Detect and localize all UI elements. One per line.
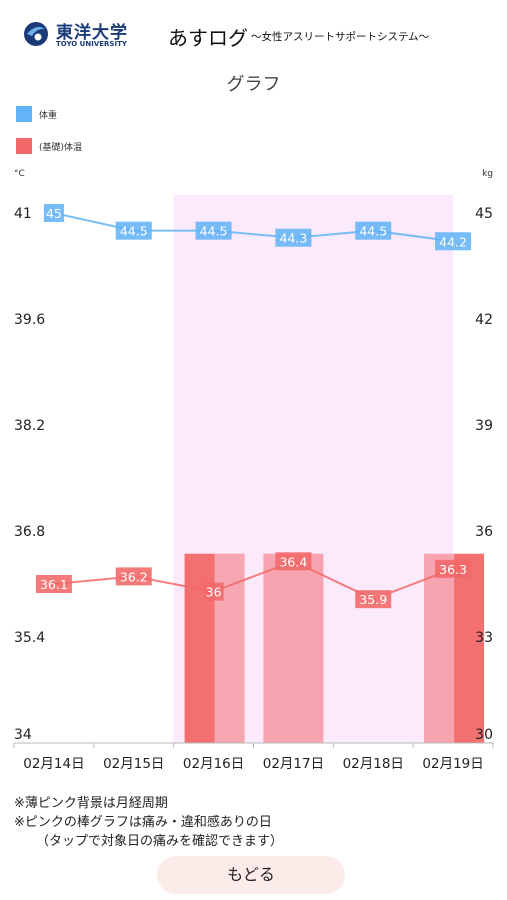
legend-weight-label: 体重 [39,111,58,121]
left-tick-label: 38.2 [14,418,45,434]
left-tick-label: 34 [14,727,32,743]
right-tick-label: 30 [475,727,493,743]
note-tap-hint: （タップで対象日の痛みを確認できます） [36,834,284,849]
left-tick-label: 39.6 [14,312,45,328]
data-point-label: 35.9 [359,592,387,607]
data-point-label: 36 [206,585,222,600]
logo-name: 東洋大学 [56,23,128,43]
left-axis-unit: °C [14,169,25,179]
legend-temp-swatch [16,138,32,154]
app-header: 東洋大学 TOYO UNIVERSITY あすログ 〜女性アスリートサポートシス… [0,0,507,62]
data-point-label: 44.5 [359,224,387,239]
back-button[interactable]: もどる [157,856,345,894]
x-tick-label: 02月15日 [103,756,164,772]
data-point-label-bg[interactable] [115,221,152,240]
data-point-label-bg[interactable] [275,228,312,247]
data-point-label: 36.2 [120,569,148,584]
app-subtitle: 〜女性アスリートサポートシステム〜 [251,31,430,43]
data-point-label-bg[interactable] [115,567,152,586]
university-emblem-icon [24,22,48,46]
left-tick-label: 36.8 [14,524,45,540]
data-point-label: 44.5 [120,224,148,239]
right-tick-label: 39 [475,418,493,434]
right-tick-label: 33 [475,630,493,646]
data-point-label-bg[interactable] [275,552,312,571]
right-tick-label: 45 [475,206,493,222]
data-point-label-bg[interactable] [355,590,392,609]
data-point-label: 36.4 [279,554,307,569]
x-tick-label: 02月17日 [263,756,324,772]
x-tick-label: 02月14日 [23,756,84,772]
data-point-label: 36.1 [40,577,68,592]
note-pain: ※ピンクの棒グラフは痛み・違和感ありの日 [14,815,272,830]
pain-bar[interactable] [184,553,215,743]
data-point-label: 36.3 [439,562,467,577]
weight-temperature-chart[interactable]: 02月14日 02月15日 02月16日 02月17日 02月18日 02月19日 °C kg… [0,160,507,780]
data-point-label-bg[interactable] [35,575,72,593]
right-tick-label: 42 [475,312,493,328]
note-menstrual: ※薄ピンク背景は月経周期 [14,796,168,811]
legend-weight-swatch [16,106,32,122]
page-title: グラフ [226,74,281,95]
x-tick-label: 02月16日 [183,756,244,772]
app-title: あすログ [168,26,248,50]
data-point-label: 44.2 [439,234,467,249]
university-logo: 東洋大学 TOYO UNIVERSITY [22,18,132,52]
data-point-label: 44.3 [279,231,307,246]
data-point-label: 45 [46,206,62,221]
pain-bar[interactable] [424,553,455,743]
logo-sub: TOYO UNIVERSITY [56,40,127,48]
data-point-label-bg[interactable] [203,582,224,601]
x-tick-label: 02月19日 [422,756,483,772]
data-point-label-bg[interactable] [435,559,472,578]
left-tick-label: 41 [14,206,32,222]
data-point-label-bg[interactable] [43,204,64,222]
data-point-label-bg[interactable] [435,232,472,251]
data-point-label-bg[interactable] [355,221,392,240]
pain-bar[interactable] [454,553,485,743]
right-axis-unit: kg [482,169,493,179]
data-point-label-bg[interactable] [195,221,232,240]
right-tick-label: 36 [475,524,493,540]
left-tick-label: 35.4 [14,630,45,646]
pain-bar[interactable] [263,553,324,743]
data-point-label: 44.5 [200,224,228,239]
x-tick-label: 02月18日 [343,756,404,772]
chart-notes: ※薄ピンク背景は月経周期 ※ピンクの棒グラフは痛み・違和感ありの日 （タップで対… [14,794,283,851]
legend-temp-label: (基礎)体温 [39,143,83,153]
